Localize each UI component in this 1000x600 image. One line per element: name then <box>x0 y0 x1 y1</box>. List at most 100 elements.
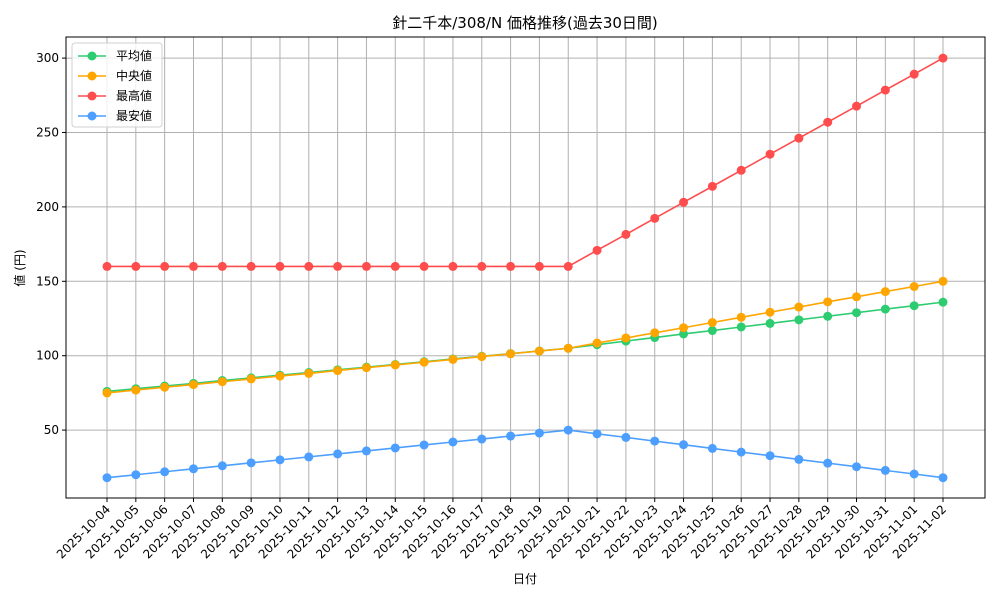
data-point <box>852 292 862 302</box>
data-point <box>188 380 198 390</box>
data-point <box>361 261 371 271</box>
data-point <box>477 434 487 444</box>
data-point <box>448 261 458 271</box>
data-point <box>909 469 919 479</box>
data-point <box>621 432 631 442</box>
data-point <box>188 261 198 271</box>
data-point <box>534 428 544 438</box>
data-point <box>563 261 573 271</box>
data-point <box>823 297 833 307</box>
data-point <box>160 467 170 477</box>
data-point <box>679 323 689 333</box>
data-point <box>275 371 285 381</box>
y-tick-label: 150 <box>36 274 59 288</box>
legend-marker-icon <box>87 51 97 61</box>
data-point <box>448 437 458 447</box>
data-point <box>188 464 198 474</box>
data-point <box>102 261 112 271</box>
data-point <box>506 261 516 271</box>
data-point <box>621 333 631 343</box>
data-point <box>794 133 804 143</box>
data-point <box>390 261 400 271</box>
data-point <box>707 181 717 191</box>
y-tick-label: 200 <box>36 200 59 214</box>
data-point <box>736 165 746 175</box>
data-point <box>736 322 746 332</box>
data-point <box>477 352 487 362</box>
data-point <box>679 197 689 207</box>
data-point <box>823 458 833 468</box>
grid-lines <box>66 37 985 498</box>
data-point <box>102 388 112 398</box>
legend-box <box>71 42 163 128</box>
data-point <box>909 69 919 79</box>
data-point <box>707 318 717 328</box>
data-point <box>938 297 948 307</box>
data-point <box>131 470 141 480</box>
legend-label: 最高値 <box>116 88 152 103</box>
legend-label: 中央値 <box>116 68 152 83</box>
plot-frame <box>65 36 986 499</box>
data-point <box>246 458 256 468</box>
data-point <box>794 454 804 464</box>
data-point <box>563 343 573 353</box>
data-point <box>361 363 371 373</box>
data-point <box>506 431 516 441</box>
data-point <box>592 245 602 255</box>
chart-title: 針二千本/308/N 価格推移(過去30日間) <box>392 14 658 32</box>
data-point <box>217 261 227 271</box>
data-point <box>938 473 948 483</box>
data-point <box>880 85 890 95</box>
data-point <box>246 261 256 271</box>
data-point <box>333 366 343 376</box>
data-point <box>707 443 717 453</box>
legend-label: 平均値 <box>116 48 152 63</box>
data-point <box>419 357 429 367</box>
data-point <box>938 276 948 286</box>
series-layer <box>102 53 948 483</box>
data-point <box>592 429 602 439</box>
data-point <box>852 308 862 318</box>
data-point <box>794 302 804 312</box>
data-point <box>275 455 285 465</box>
x-axis-label: 日付 <box>513 572 537 586</box>
data-point <box>304 261 314 271</box>
data-point <box>909 301 919 311</box>
legend-marker-icon <box>87 111 97 121</box>
data-point <box>160 261 170 271</box>
legend-label: 最安値 <box>116 108 152 123</box>
data-point <box>679 440 689 450</box>
data-point <box>852 101 862 111</box>
data-point <box>102 473 112 483</box>
data-point <box>304 368 314 378</box>
series-line <box>102 53 948 271</box>
data-point <box>880 304 890 314</box>
data-point <box>650 436 660 446</box>
data-point <box>852 462 862 472</box>
data-point <box>448 354 458 364</box>
y-tick-label: 50 <box>44 423 59 437</box>
x-axis-ticks: 2025-10-042025-10-052025-10-062025-10-07… <box>54 498 949 561</box>
series-line <box>102 276 948 398</box>
data-point <box>131 385 141 395</box>
y-tick-label: 300 <box>36 51 59 65</box>
data-point <box>534 346 544 356</box>
data-point <box>275 261 285 271</box>
series-line <box>102 425 948 483</box>
data-point <box>621 229 631 239</box>
data-point <box>390 360 400 370</box>
data-point <box>131 261 141 271</box>
data-point <box>736 312 746 322</box>
data-point <box>390 443 400 453</box>
data-point <box>160 382 170 392</box>
data-point <box>794 315 804 325</box>
data-point <box>679 329 689 339</box>
data-point <box>880 287 890 297</box>
data-point <box>736 447 746 457</box>
data-point <box>304 452 314 462</box>
data-point <box>361 446 371 456</box>
data-point <box>765 149 775 159</box>
y-axis-ticks: 50 100 150 200 250 300 <box>36 51 66 437</box>
data-point <box>419 440 429 450</box>
